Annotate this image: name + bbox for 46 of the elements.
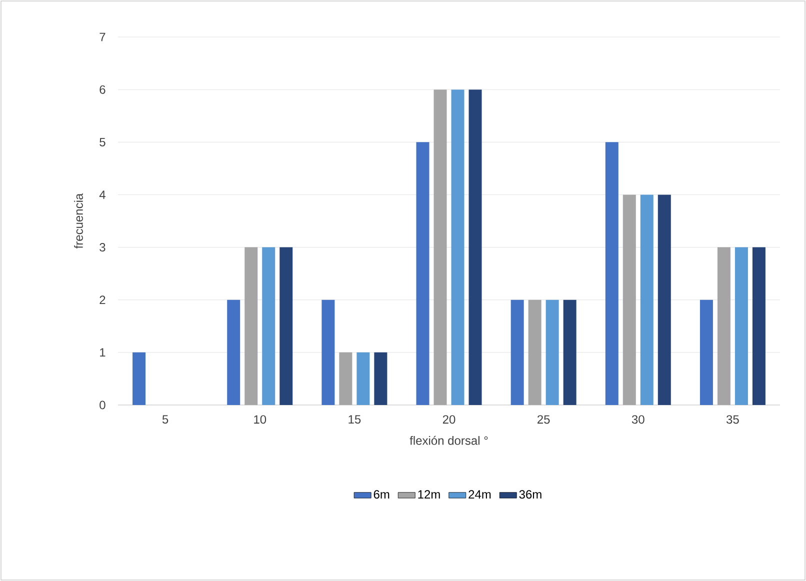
bar [322,300,335,405]
bar [227,300,240,405]
x-tick-label: 20 [442,415,456,424]
x-axis-title: flexión dorsal ° [410,436,488,445]
y-axis-title: frecuencia [74,193,83,249]
legend-label: 36m [519,490,542,499]
bar [700,300,713,405]
x-tick-label: 25 [538,415,550,424]
y-tick-label: 2 [100,296,106,304]
bar [374,352,388,405]
x-tick-label: 15 [348,415,361,424]
bar [734,247,748,405]
bar [356,352,370,405]
y-tick-label: 0 [100,400,106,410]
bar [434,90,447,405]
y-tick-label: 5 [100,138,106,146]
bar [752,247,766,405]
y-tick-label: 6 [100,85,106,94]
y-tick-label: 1 [100,348,106,357]
y-tick-label: 3 [100,243,106,252]
bar [546,300,559,405]
legend-label: 24m [468,490,491,499]
bar [510,300,524,405]
bar [132,352,146,405]
bar [244,247,258,405]
bar [563,300,576,405]
bar [605,142,618,405]
x-tick-label: 5 [162,415,168,424]
bar [528,300,542,405]
bar [658,194,671,405]
bar [451,90,464,405]
y-tick-label: 7 [100,32,106,42]
bar [339,352,352,405]
x-tick-label: 10 [254,415,266,424]
bar [468,90,482,405]
bar [717,247,730,405]
legend-label: 6m [374,490,390,499]
bar [262,247,276,405]
bar [622,194,636,405]
x-tick-label: 35 [726,415,739,424]
bar [640,194,654,405]
bar [416,142,430,405]
bar [280,247,293,405]
y-tick-label: 4 [99,190,106,199]
legend-label: 12m [418,490,440,499]
x-tick-label: 30 [632,415,644,424]
